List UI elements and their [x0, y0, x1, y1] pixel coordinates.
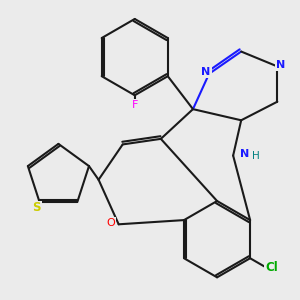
Text: H: H — [253, 152, 260, 161]
Text: N: N — [201, 68, 211, 77]
Text: Cl: Cl — [265, 261, 278, 274]
Text: O: O — [106, 218, 115, 228]
Text: N: N — [276, 60, 286, 70]
Text: F: F — [131, 100, 138, 110]
Text: S: S — [32, 201, 41, 214]
Text: N: N — [240, 149, 249, 159]
